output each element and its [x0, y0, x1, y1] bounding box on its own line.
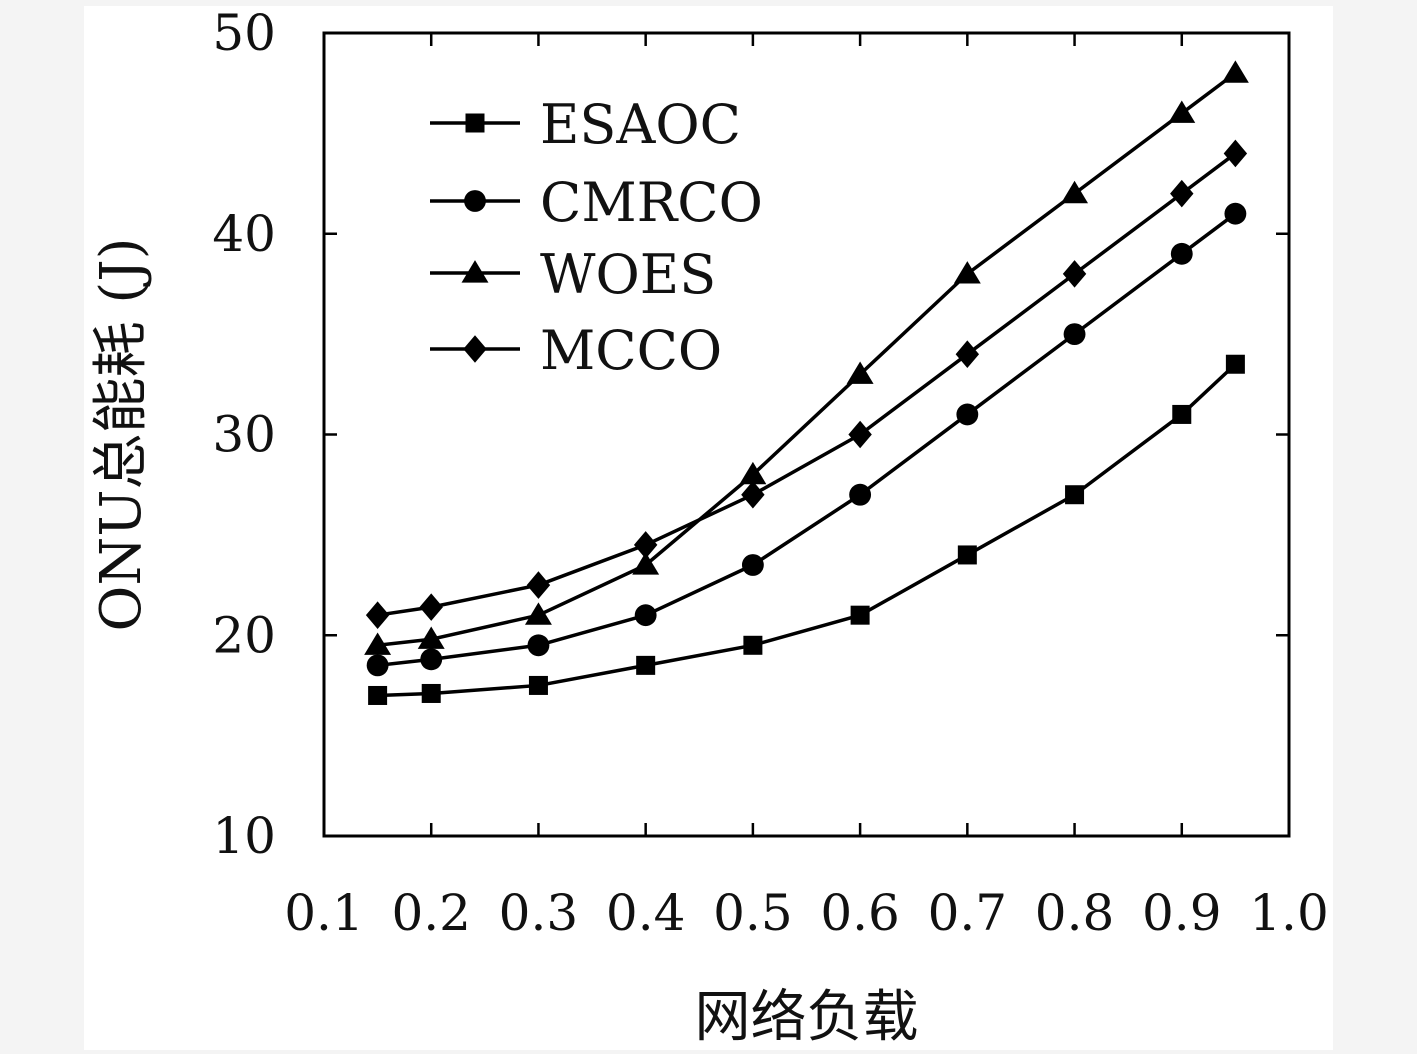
data-point-esaoc — [1225, 354, 1245, 374]
legend-item: ESAOC — [430, 93, 741, 156]
data-point-mcco — [633, 531, 658, 559]
data-point-cmrco — [366, 654, 389, 677]
data-point-woes — [846, 361, 874, 384]
series-line-esaoc — [377, 362, 1237, 698]
legend-marker — [464, 190, 486, 212]
y-tick-label: 20 — [212, 606, 276, 664]
x-axis-title: 网络负载 — [695, 985, 919, 1050]
x-tick-label: 0.2 — [391, 884, 471, 942]
legend-item: CMRCO — [430, 171, 763, 234]
data-point-esaoc — [528, 675, 548, 695]
legend-label: WOES — [540, 243, 716, 306]
legend-item: WOES — [430, 243, 716, 306]
data-point-cmrco — [1063, 323, 1086, 346]
data-point-woes — [1061, 180, 1089, 204]
data-point-mcco — [848, 420, 872, 449]
tick-marks — [322, 31, 1291, 838]
series-line-mcco — [377, 152, 1237, 617]
axes — [322, 31, 1291, 838]
data-point-esaoc — [421, 683, 441, 703]
data-point-esaoc — [957, 545, 977, 565]
data-point-woes — [739, 461, 767, 485]
x-tick-label: 0.1 — [284, 884, 364, 942]
data-point-esaoc — [636, 655, 656, 675]
data-point-esaoc — [850, 605, 870, 625]
series-mcco — [365, 139, 1248, 629]
data-point-woes — [524, 602, 552, 625]
data-point-esaoc — [743, 635, 763, 655]
legend: ESAOC CMRCO WOES MCCO — [430, 93, 763, 382]
series-layer — [364, 60, 1249, 705]
series-esaoc — [368, 354, 1245, 705]
series-line-woes — [377, 71, 1237, 648]
data-point-mcco — [741, 480, 765, 509]
y-axis-title: ONU总能耗 (J) — [89, 237, 154, 631]
data-point-cmrco — [956, 403, 979, 426]
data-point-esaoc — [1172, 404, 1192, 424]
legend-label: ESAOC — [540, 93, 741, 156]
data-point-cmrco — [527, 634, 550, 657]
data-point-cmrco — [741, 554, 764, 576]
x-tick-label: 0.4 — [606, 884, 686, 942]
legend-item: MCCO — [430, 319, 722, 382]
x-tick-label: 0.3 — [499, 884, 579, 942]
data-point-woes — [1168, 100, 1196, 123]
data-point-mcco — [419, 593, 443, 621]
data-point-mcco — [526, 571, 551, 599]
x-tick-labels: 0.1 0.2 0.3 0.4 0.5 0.6 0.7 0.8 0.9 1.0 — [284, 884, 1329, 942]
x-tick-label: 0.6 — [820, 884, 900, 942]
data-point-cmrco — [420, 648, 443, 671]
x-tick-label: 0.5 — [713, 884, 793, 942]
y-tick-label: 10 — [212, 807, 276, 865]
y-tick-label: 30 — [212, 406, 276, 464]
x-tick-label: 0.9 — [1142, 884, 1222, 942]
y-tick-label: 40 — [212, 205, 276, 263]
data-point-woes — [364, 632, 392, 655]
data-point-mcco — [1062, 260, 1087, 288]
series-line-cmrco — [377, 212, 1237, 668]
legend-label: CMRCO — [540, 171, 763, 234]
data-point-woes — [632, 552, 660, 575]
data-point-mcco — [365, 601, 390, 629]
data-point-mcco — [1223, 139, 1248, 168]
y-tick-labels: 10 20 30 40 50 — [212, 4, 276, 865]
data-point-esaoc — [368, 685, 388, 705]
data-point-esaoc — [1065, 485, 1085, 505]
data-point-mcco — [1170, 179, 1194, 208]
x-tick-label: 1.0 — [1249, 884, 1329, 942]
data-point-woes — [1221, 60, 1249, 83]
y-tick-label: 50 — [212, 4, 276, 62]
legend-label: MCCO — [540, 319, 722, 382]
x-tick-label: 0.7 — [928, 884, 1008, 942]
data-point-mcco — [955, 340, 980, 368]
legend-marker — [461, 260, 489, 283]
data-point-woes — [417, 626, 445, 649]
plot-frame — [322, 31, 1291, 838]
x-tick-label: 0.8 — [1035, 884, 1115, 942]
legend-marker — [463, 335, 487, 363]
data-point-cmrco — [1170, 242, 1193, 265]
data-point-woes — [953, 261, 981, 284]
series-woes — [364, 60, 1249, 655]
data-point-cmrco — [1224, 202, 1247, 225]
data-point-cmrco — [849, 483, 872, 506]
data-point-cmrco — [634, 604, 657, 627]
plot-panel — [84, 6, 1333, 1050]
series-cmrco — [366, 202, 1247, 677]
legend-marker — [465, 113, 485, 133]
